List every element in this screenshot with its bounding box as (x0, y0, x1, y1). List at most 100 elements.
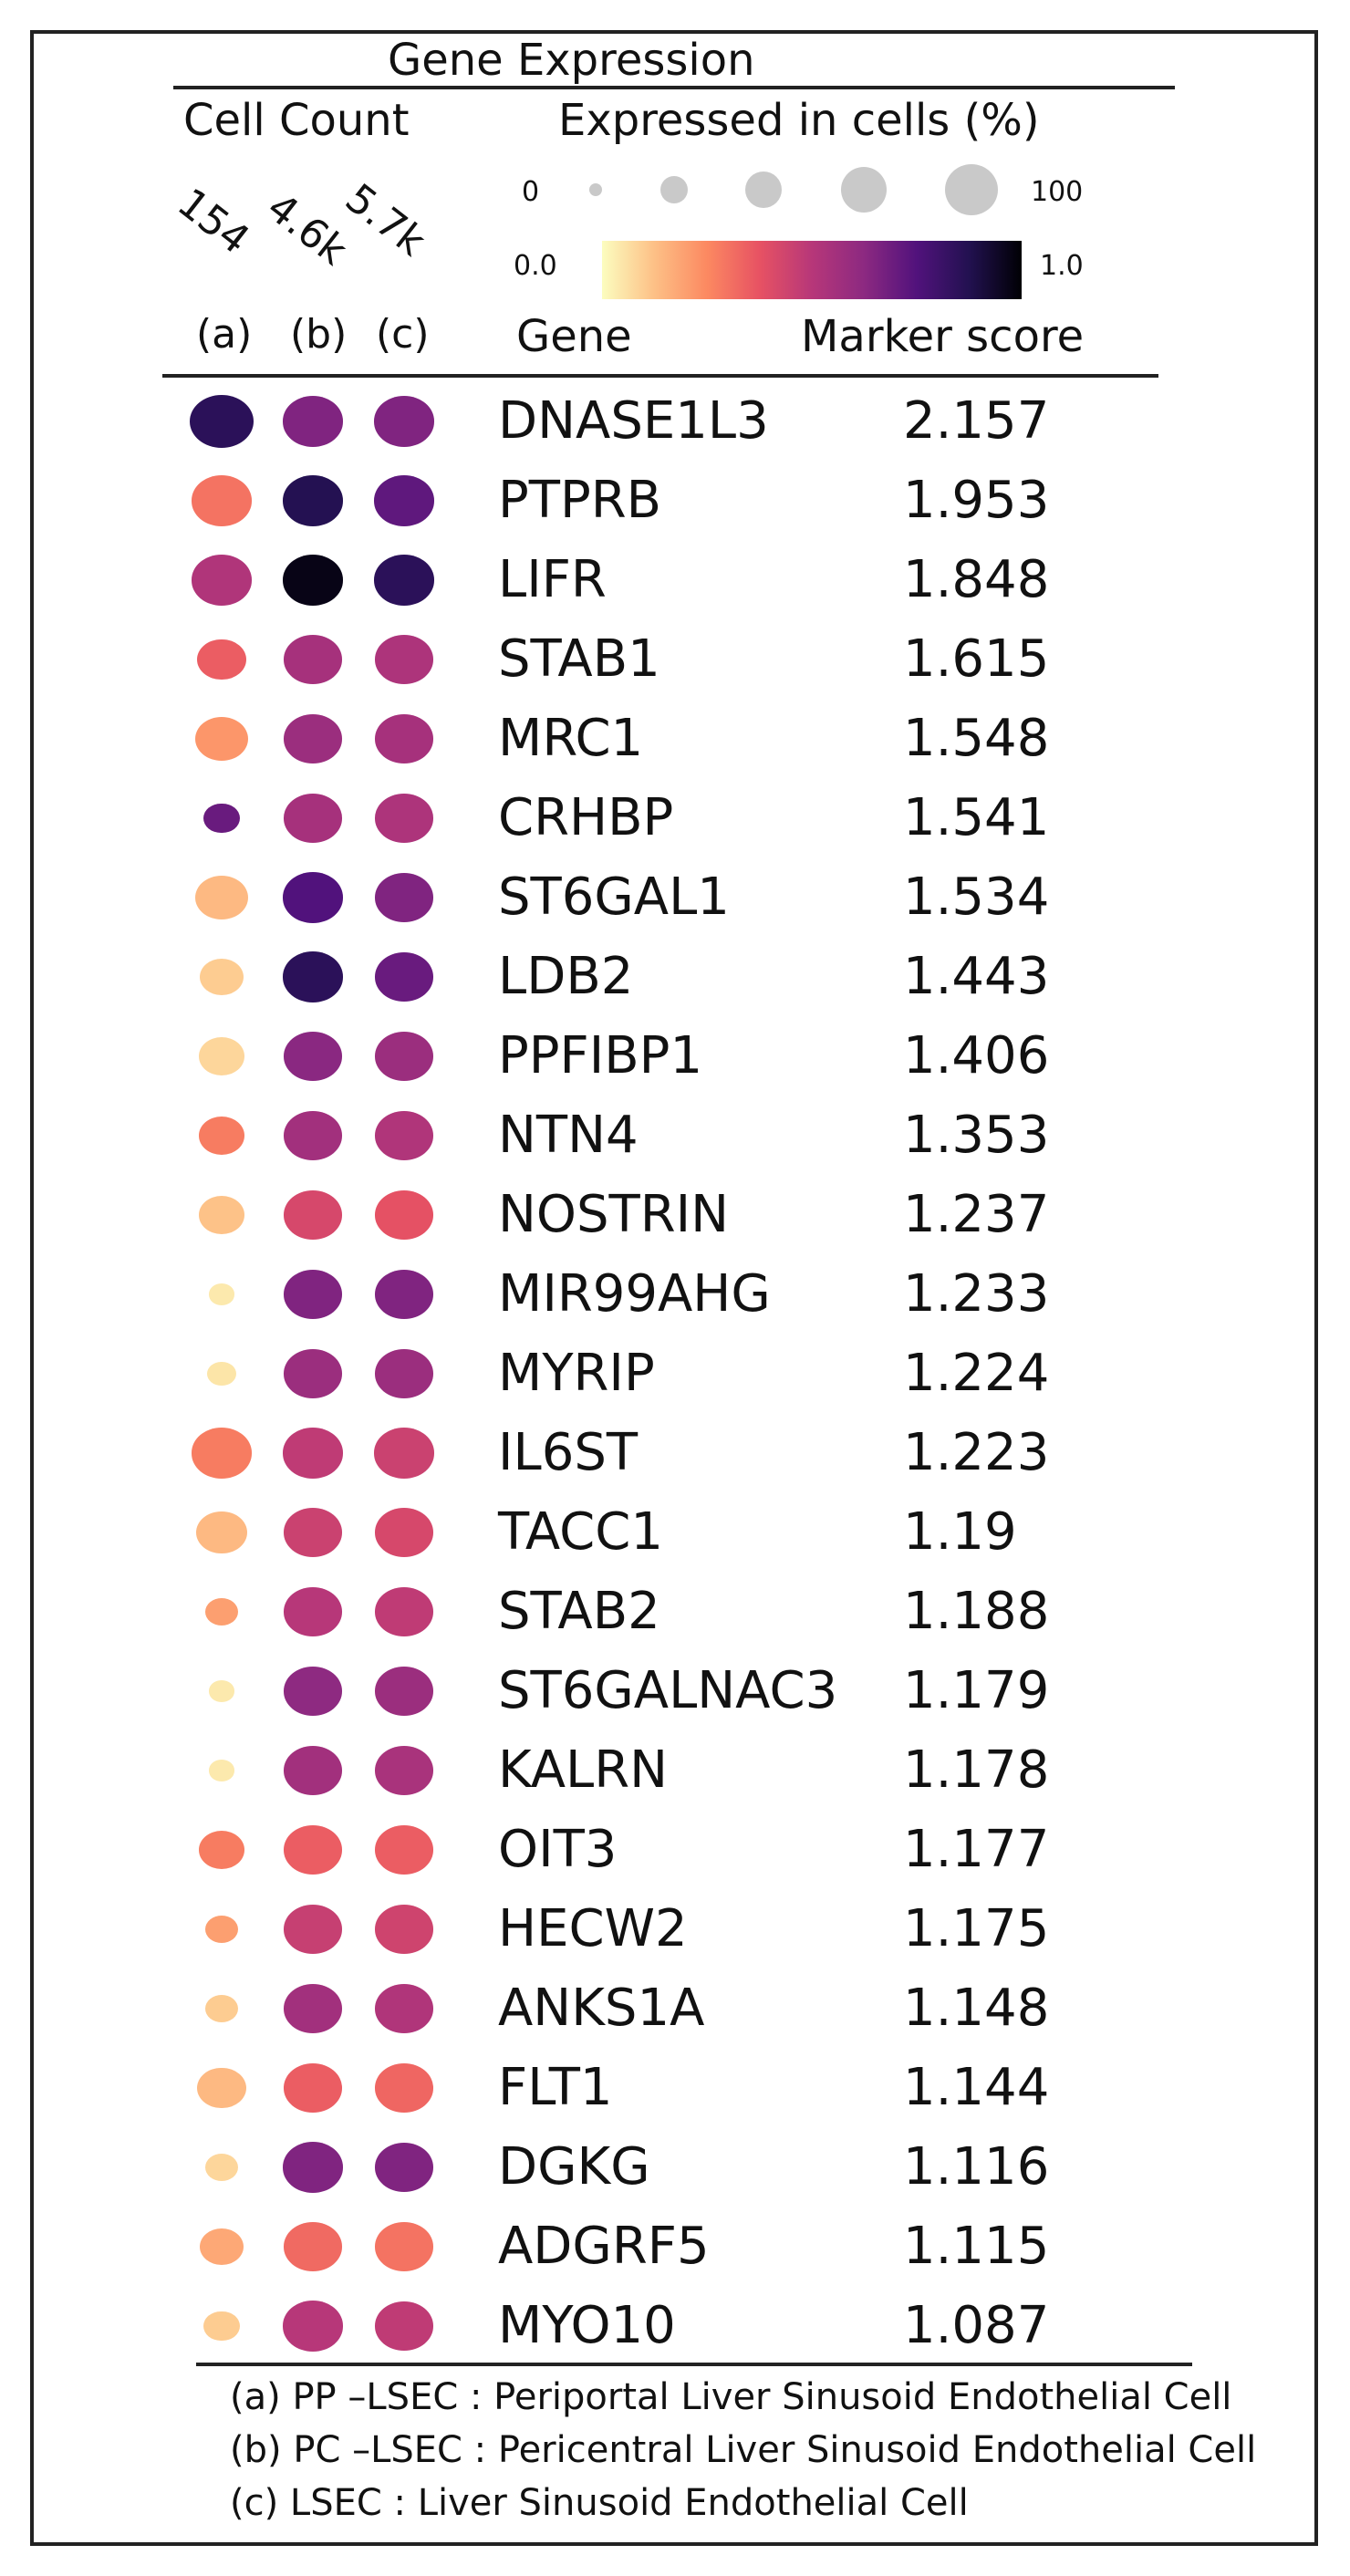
gene-label: STAB1 (498, 629, 660, 689)
gene-label: CRHBP (498, 788, 674, 847)
dot-lifr-c (373, 555, 435, 606)
gene-label: OIT3 (498, 1820, 618, 1879)
dot-stab1-b (283, 635, 343, 684)
marker-score: 1.541 (903, 788, 1050, 847)
marker-score: 1.188 (903, 1582, 1050, 1641)
column-label-c: (c) (376, 311, 430, 358)
gene-label: LIFR (498, 550, 607, 609)
dot-crhbp-c (374, 794, 434, 843)
dot-ntn4-c (374, 1111, 434, 1160)
dot-crhbp-b (283, 794, 343, 843)
dot-oit3-a (198, 1830, 245, 1870)
dot-st6gal1-c (374, 873, 434, 922)
dot-stab2-a (205, 1598, 238, 1626)
dot-dnase1l3-c (373, 396, 435, 447)
size-legend-dot-4 (841, 167, 887, 213)
marker-score: 1.406 (903, 1026, 1050, 1085)
marker-score: 1.237 (903, 1185, 1050, 1244)
gene-label: ANKS1A (498, 1979, 705, 2038)
marker-score: 1.177 (903, 1820, 1050, 1879)
marker-score: 1.233 (903, 1264, 1050, 1324)
dot-myrip-b (283, 1349, 343, 1398)
dot-adgrf5-c (374, 2222, 434, 2271)
dot-dgkg-b (282, 2142, 344, 2193)
dot-lifr-b (282, 555, 344, 606)
marker-score: 1.953 (903, 471, 1050, 530)
dot-st6gal1-a (194, 875, 249, 920)
gene-label: MYRIP (498, 1344, 655, 1403)
dot-kalrn-a (209, 1760, 234, 1781)
gene-label: NOSTRIN (498, 1185, 730, 1244)
dot-flt1-b (283, 2063, 343, 2113)
dot-crhbp-a (203, 803, 240, 834)
marker-score: 1.548 (903, 709, 1050, 768)
dot-myo10-a (203, 2311, 240, 2342)
dot-ppfibp1-c (374, 1032, 434, 1081)
dot-hecw2-a (205, 1916, 238, 1943)
dot-ldb2-b (282, 951, 344, 1002)
dot-dnase1l3-a (189, 394, 254, 449)
marker-score: 1.115 (903, 2217, 1050, 2276)
dot-myrip-a (206, 1361, 237, 1387)
marker-score: 1.175 (903, 1899, 1050, 1958)
dot-flt1-c (374, 2063, 434, 2113)
dot-st6galnac3-c (374, 1667, 434, 1716)
size-legend-title: Expressed in cells (%) (558, 95, 1040, 146)
dot-st6galnac3-b (283, 1667, 343, 1716)
dot-ntn4-a (198, 1116, 245, 1156)
dot-tacc1-a (196, 1511, 247, 1554)
dot-tacc1-c (374, 1508, 434, 1557)
gene-label: MIR99AHG (498, 1264, 771, 1324)
figure-frame (30, 30, 1318, 2546)
gene-label: MYO10 (498, 2296, 676, 2355)
color-legend-min: 0.0 (514, 250, 557, 282)
chart-title: Gene Expression (388, 35, 755, 86)
marker-score: 1.534 (903, 867, 1050, 927)
marker-score: 1.223 (903, 1423, 1050, 1482)
marker-score: 1.087 (903, 2296, 1050, 2355)
marker-score: 1.353 (903, 1106, 1050, 1165)
size-legend-dot-1 (589, 183, 602, 196)
gene-label: PTPRB (498, 471, 662, 530)
dot-dgkg-c (374, 2143, 434, 2192)
dot-ntn4-b (283, 1111, 343, 1160)
dot-kalrn-c (374, 1746, 434, 1795)
gene-label: DGKG (498, 2137, 650, 2197)
dot-adgrf5-b (283, 2222, 343, 2271)
gene-label: TACC1 (498, 1502, 664, 1562)
dot-oit3-b (283, 1825, 343, 1875)
dot-myrip-c (374, 1349, 434, 1398)
marker-score: 1.178 (903, 1740, 1050, 1800)
dot-adgrf5-a (199, 2228, 244, 2266)
dot-ppfibp1-b (283, 1032, 343, 1081)
column-label-b: (b) (290, 311, 348, 358)
size-legend-dot-5 (945, 164, 998, 215)
dot-stab1-c (374, 635, 434, 684)
marker-score: 1.116 (903, 2137, 1050, 2197)
dot-ptprb-a (191, 475, 253, 526)
dot-flt1-a (197, 2067, 246, 2109)
dot-st6gal1-b (282, 872, 344, 923)
color-legend-bar (602, 241, 1022, 299)
dot-hecw2-b (283, 1905, 343, 1954)
dot-stab2-b (283, 1587, 343, 1636)
dot-dnase1l3-b (282, 396, 344, 447)
dot-mrc1-c (374, 714, 434, 763)
dot-st6galnac3-a (209, 1680, 234, 1702)
footnote-line: (c) LSEC : Liver Sinusoid Endothelial Ce… (230, 2482, 969, 2524)
dot-il6st-a (191, 1428, 253, 1479)
gene-label: LDB2 (498, 947, 634, 1006)
marker-score: 1.848 (903, 550, 1050, 609)
size-legend-max: 100 (1031, 176, 1084, 208)
dot-mir99ahg-a (209, 1283, 234, 1305)
dot-myo10-c (374, 2301, 434, 2351)
gene-label: MRC1 (498, 709, 644, 768)
dot-anks1a-c (374, 1984, 434, 2033)
marker-score: 1.19 (903, 1502, 1017, 1562)
dot-lifr-a (191, 555, 253, 606)
dot-ppfibp1-a (198, 1036, 245, 1076)
gene-label: PPFIBP1 (498, 1026, 703, 1085)
footnote-line: (a) PP –LSEC : Periportal Liver Sinusoid… (230, 2376, 1232, 2418)
dot-nostrin-b (283, 1190, 343, 1240)
dot-hecw2-c (374, 1905, 434, 1954)
